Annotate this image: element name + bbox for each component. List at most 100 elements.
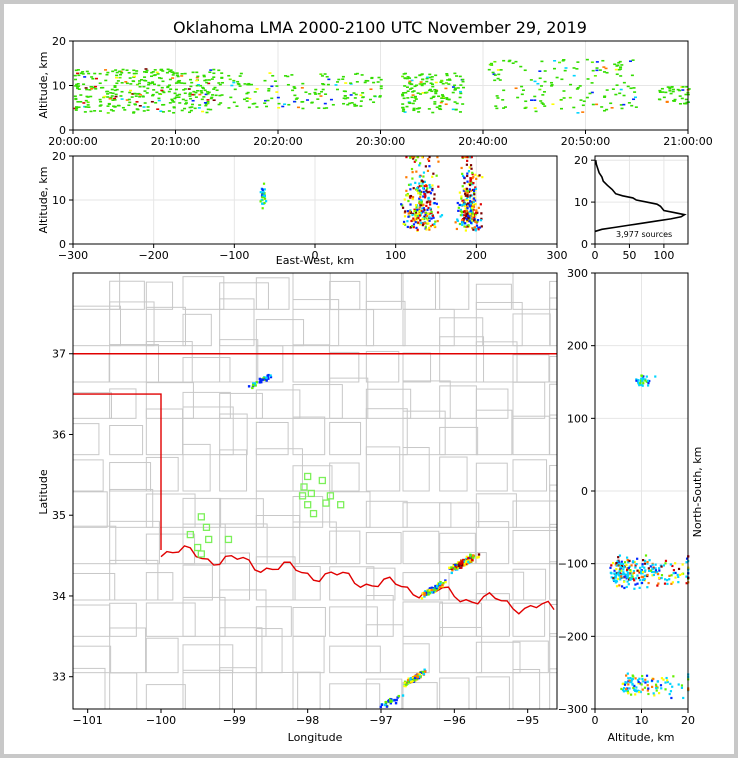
north-south-source (655, 689, 658, 692)
plan-view-source (403, 681, 407, 685)
time-height-source (447, 83, 451, 85)
time-height-source (440, 94, 444, 96)
time-height-source (603, 96, 607, 98)
y-tick-label: 0 (59, 124, 66, 137)
time-height-source (684, 93, 688, 96)
north-south-source (631, 674, 634, 677)
time-height-source (419, 81, 423, 83)
time-height-source (632, 98, 636, 101)
east-west-source (460, 210, 463, 213)
north-south-source (628, 559, 631, 562)
time-height-source (113, 105, 117, 108)
east-west-source (464, 198, 467, 201)
time-height-source (74, 69, 78, 72)
east-west-source (431, 189, 434, 192)
time-height-source (401, 93, 405, 96)
time-height-source (98, 72, 102, 75)
county-outline (402, 643, 430, 674)
east-west-source (422, 203, 425, 206)
east-west-source (425, 217, 428, 220)
north-south-xlabel: Altitude, km (607, 731, 674, 744)
east-west-source (470, 201, 473, 204)
north-south-source (643, 574, 646, 577)
east-west-source (435, 202, 438, 205)
time-height-source (433, 88, 437, 91)
time-height-source (434, 81, 438, 84)
county-outline (549, 633, 557, 674)
east-west-source (463, 204, 466, 208)
east-west-source (464, 222, 467, 225)
time-height-source (671, 90, 675, 93)
time-height-source (600, 106, 604, 108)
time-height-source (619, 104, 623, 106)
plan-view-source (265, 376, 268, 380)
time-height-source (247, 83, 251, 86)
time-height-source (188, 106, 192, 109)
time-height-source (534, 110, 538, 113)
time-height-source (253, 102, 257, 105)
time-height-source (411, 94, 415, 96)
north-south-source (657, 582, 660, 585)
time-height-source (277, 102, 281, 105)
north-south-source (629, 570, 632, 573)
time-height-source (266, 99, 270, 102)
east-west-source (473, 219, 476, 222)
north-south-source (641, 565, 644, 568)
county-outline (365, 273, 402, 310)
east-west-source (460, 204, 463, 207)
time-height-source (372, 101, 376, 104)
time-height-source (438, 104, 442, 107)
north-south-source (617, 573, 620, 577)
time-height-source (168, 84, 172, 87)
east-west-source (454, 221, 457, 224)
time-height-source (233, 88, 237, 91)
time-height-source (106, 105, 110, 107)
north-south-source (623, 683, 627, 686)
time-height-source (613, 63, 617, 66)
time-height-source (220, 72, 224, 74)
time-height-source (543, 80, 547, 83)
north-south-source (636, 689, 640, 692)
time-height-source (343, 90, 347, 93)
plan-view-source (462, 558, 465, 562)
time-height-source (217, 69, 221, 72)
county-outline (475, 283, 512, 310)
north-south-source (626, 568, 629, 571)
north-south-source (639, 566, 642, 569)
time-height-source (353, 103, 357, 106)
x-tick-label: 20:20:00 (253, 135, 302, 148)
east-west-source (464, 156, 467, 159)
time-height-source (132, 72, 136, 75)
time-height-source (364, 79, 368, 82)
north-south-source (643, 577, 646, 581)
time-height-source (602, 66, 606, 68)
north-south-source (666, 679, 669, 682)
time-height-source (428, 73, 432, 76)
time-height-source (493, 60, 497, 63)
county-outline (365, 388, 412, 419)
east-west-source (415, 170, 418, 173)
time-height-source (308, 93, 312, 95)
east-west-source (433, 193, 436, 196)
east-west-source (421, 207, 424, 210)
time-height-source (410, 79, 414, 82)
plan-view-source (414, 678, 417, 681)
time-height-source (187, 88, 191, 90)
time-height-source (440, 100, 444, 103)
east-west-source (425, 204, 428, 208)
time-height-source (575, 68, 579, 70)
time-height-source (539, 85, 543, 87)
county-outline (549, 280, 557, 310)
north-south-source (625, 569, 629, 573)
plan-view-source (430, 590, 434, 594)
east-west-source (406, 220, 409, 223)
time-height-source (146, 87, 150, 90)
time-height-source (268, 72, 272, 74)
north-south-source (626, 576, 629, 579)
time-height-source (106, 90, 110, 93)
county-outline (329, 566, 375, 601)
x-tick-label: 100 (385, 249, 406, 262)
time-height-source (562, 97, 566, 99)
county-outline (145, 456, 179, 492)
time-height-source (354, 73, 358, 75)
